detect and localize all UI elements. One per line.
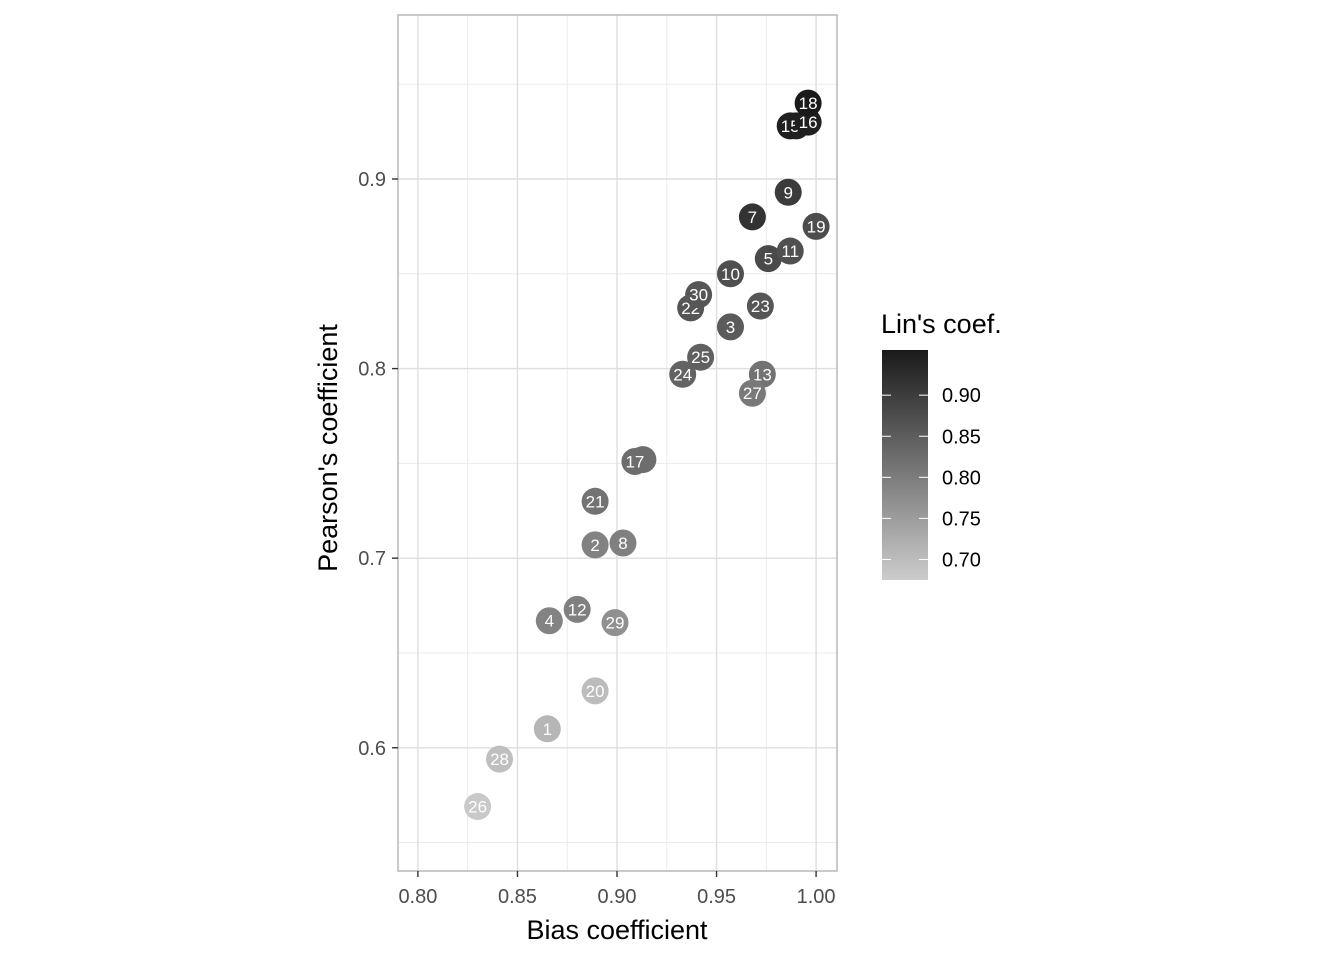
data-point-label: 9 <box>783 183 792 202</box>
data-point-label: 29 <box>606 614 625 633</box>
data-point-label: 12 <box>568 600 587 619</box>
y-tick-label: 0.7 <box>358 548 386 570</box>
data-point-label: 7 <box>748 208 757 227</box>
data-point: 2 <box>582 531 609 558</box>
y-axis: 0.6 0.7 0.8 0.9 <box>358 169 398 760</box>
data-point-label: 24 <box>673 365 692 384</box>
data-point: 3 <box>717 313 744 340</box>
data-point: 12 <box>564 596 591 623</box>
x-tick-label: 1.00 <box>797 886 836 908</box>
data-point-label: 8 <box>618 534 627 553</box>
data-point: 11 <box>777 238 804 265</box>
data-point-label: 28 <box>490 750 509 769</box>
data-point: 27 <box>739 380 766 407</box>
data-point: 18 <box>795 90 822 117</box>
data-point-label: 25 <box>691 348 710 367</box>
data-point-label: 26 <box>468 798 487 817</box>
data-point: 10 <box>717 260 744 287</box>
data-point: 8 <box>609 530 636 557</box>
y-tick-label: 0.8 <box>358 359 386 381</box>
data-point-label: 21 <box>586 492 605 511</box>
legend-tick-label: 0.80 <box>942 467 981 489</box>
data-point: 1 <box>534 715 561 742</box>
legend-tick-label: 0.90 <box>942 385 981 407</box>
data-point-label: 5 <box>764 250 773 269</box>
y-tick-label: 0.6 <box>358 738 386 760</box>
data-point-label: 3 <box>726 318 735 337</box>
data-point: 9 <box>775 179 802 206</box>
data-point-label: 27 <box>743 384 762 403</box>
data-point-label: 19 <box>807 217 826 236</box>
x-tick-label: 0.80 <box>398 886 437 908</box>
x-tick-label: 0.90 <box>598 886 637 908</box>
legend-colorbar <box>882 350 928 580</box>
data-point: 7 <box>739 203 766 230</box>
data-point: 19 <box>803 213 830 240</box>
x-tick-label: 0.95 <box>697 886 736 908</box>
data-point-label: 11 <box>781 242 799 261</box>
data-point-label: 2 <box>590 536 599 555</box>
data-point: 30 <box>685 281 712 308</box>
x-axis-title: Bias coefficient <box>526 915 708 945</box>
data-point-label: 30 <box>689 286 708 305</box>
legend-tick-label: 0.85 <box>942 426 981 448</box>
data-point-label: 10 <box>721 265 740 284</box>
legend-tick-label: 0.75 <box>942 508 981 530</box>
y-axis-title: Pearson's coefficient <box>313 324 343 572</box>
data-point: 17 <box>621 448 648 475</box>
data-point-label: 1 <box>543 720 552 739</box>
data-point: 4 <box>536 607 563 634</box>
data-point-label: 20 <box>586 682 605 701</box>
y-tick-label: 0.9 <box>358 169 386 191</box>
data-point-label: 18 <box>799 94 818 113</box>
data-point: 20 <box>582 677 609 704</box>
x-axis: 0.80 0.85 0.90 0.95 1.00 <box>398 871 835 908</box>
data-point: 23 <box>747 293 774 320</box>
data-point-label: 4 <box>545 612 554 631</box>
legend-title: Lin's coef. <box>881 309 1002 339</box>
data-point: 26 <box>464 793 491 820</box>
x-tick-label: 0.85 <box>498 886 537 908</box>
legend-tick-label: 0.70 <box>942 549 981 571</box>
data-point: 25 <box>687 344 714 371</box>
data-point: 29 <box>602 609 629 636</box>
color-legend: Lin's coef. 0.70 0.75 0.80 0.85 0.90 <box>881 309 1002 580</box>
data-point-label: 17 <box>625 452 644 471</box>
data-point-label: 23 <box>751 297 770 316</box>
data-point: 21 <box>582 488 609 515</box>
data-point: 28 <box>486 746 513 773</box>
